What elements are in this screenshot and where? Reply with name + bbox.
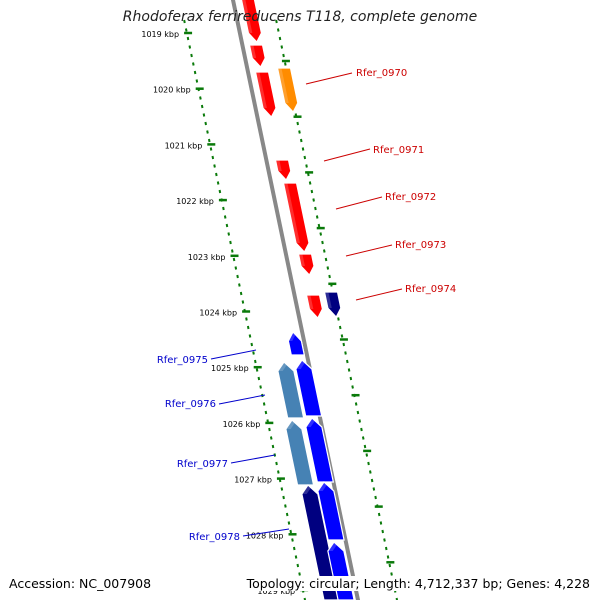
forward-gene[interactable]: [248, 44, 266, 69]
gene-label[interactable]: Rfer_0976: [165, 399, 216, 410]
gene-leader-line: [218, 394, 266, 405]
accession-text: Accession: NC_007908: [7, 576, 154, 591]
tick-label: 1025 kbp: [211, 364, 249, 373]
gene-label[interactable]: Rfer_0973: [395, 240, 446, 251]
reverse-gene[interactable]: [287, 330, 306, 356]
gene-label[interactable]: Rfer_0971: [373, 145, 424, 156]
map-title: Rhodoferax ferrireducens T118, complete …: [122, 9, 478, 25]
gene-label[interactable]: Rfer_0978: [189, 532, 240, 543]
gene-label-layer: Rfer_0970 Rfer_0971 Rfer_0972 Rfer_0973 Rfer…: [157, 68, 456, 543]
gene-label[interactable]: Rfer_0970: [356, 68, 407, 79]
genome-summary-text: Topology: circular; Length: 4,712,337 bp…: [244, 576, 592, 591]
tick-label: 1028 kbp: [246, 531, 284, 540]
tick-label: 1022 kbp: [176, 197, 214, 206]
inner-dotted-track: [183, 19, 307, 600]
tick-label: 1020 kbp: [153, 86, 191, 95]
reverse-gene[interactable]: [277, 361, 305, 419]
gene-leader-line: [355, 288, 403, 301]
gene-leader-line: [335, 196, 383, 210]
gene-label[interactable]: Rfer_0977: [177, 459, 228, 470]
reverse-gene[interactable]: [295, 359, 323, 417]
gene-leader-line: [242, 528, 290, 537]
forward-gene[interactable]: [240, 0, 263, 44]
forward-gene[interactable]: [254, 71, 277, 119]
tick-label: 1029 kbp: [257, 587, 295, 596]
backbone-track: [230, 0, 361, 600]
gene-label[interactable]: Rfer_0974: [405, 284, 456, 295]
tick-label: 1027 kbp: [234, 476, 272, 485]
gene-leader-line: [305, 72, 353, 85]
gene-label[interactable]: Rfer_0975: [157, 355, 208, 366]
gene-label[interactable]: Rfer_0972: [385, 192, 436, 203]
gene-leader-line: [230, 454, 276, 464]
reverse-gene[interactable]: [301, 484, 341, 600]
forward-gene[interactable]: [323, 291, 342, 319]
tick-label: 1019 kbp: [141, 30, 179, 39]
tick-label: 1023 kbp: [188, 253, 226, 262]
tick-label: 1021 kbp: [165, 141, 203, 150]
tick-label: 1026 kbp: [223, 420, 261, 429]
gene-leader-line: [345, 244, 393, 257]
tick-track: 1019 kbp 1020 kbp 1021 kbp 1022 kbp 1023 kbp…: [141, 19, 399, 600]
forward-gene[interactable]: [305, 294, 324, 320]
gene-track: [240, 0, 355, 600]
reverse-gene[interactable]: [317, 481, 345, 541]
forward-gene[interactable]: [274, 159, 292, 182]
gene-leader-line: [210, 349, 257, 360]
genome-backbone: [230, 0, 361, 600]
reverse-gene[interactable]: [285, 419, 315, 486]
gene-leader-line: [323, 148, 371, 162]
forward-gene[interactable]: [282, 182, 310, 254]
forward-gene[interactable]: [276, 67, 299, 114]
tick-label: 1024 kbp: [199, 309, 237, 318]
forward-gene[interactable]: [297, 253, 315, 277]
reverse-gene[interactable]: [305, 417, 335, 483]
